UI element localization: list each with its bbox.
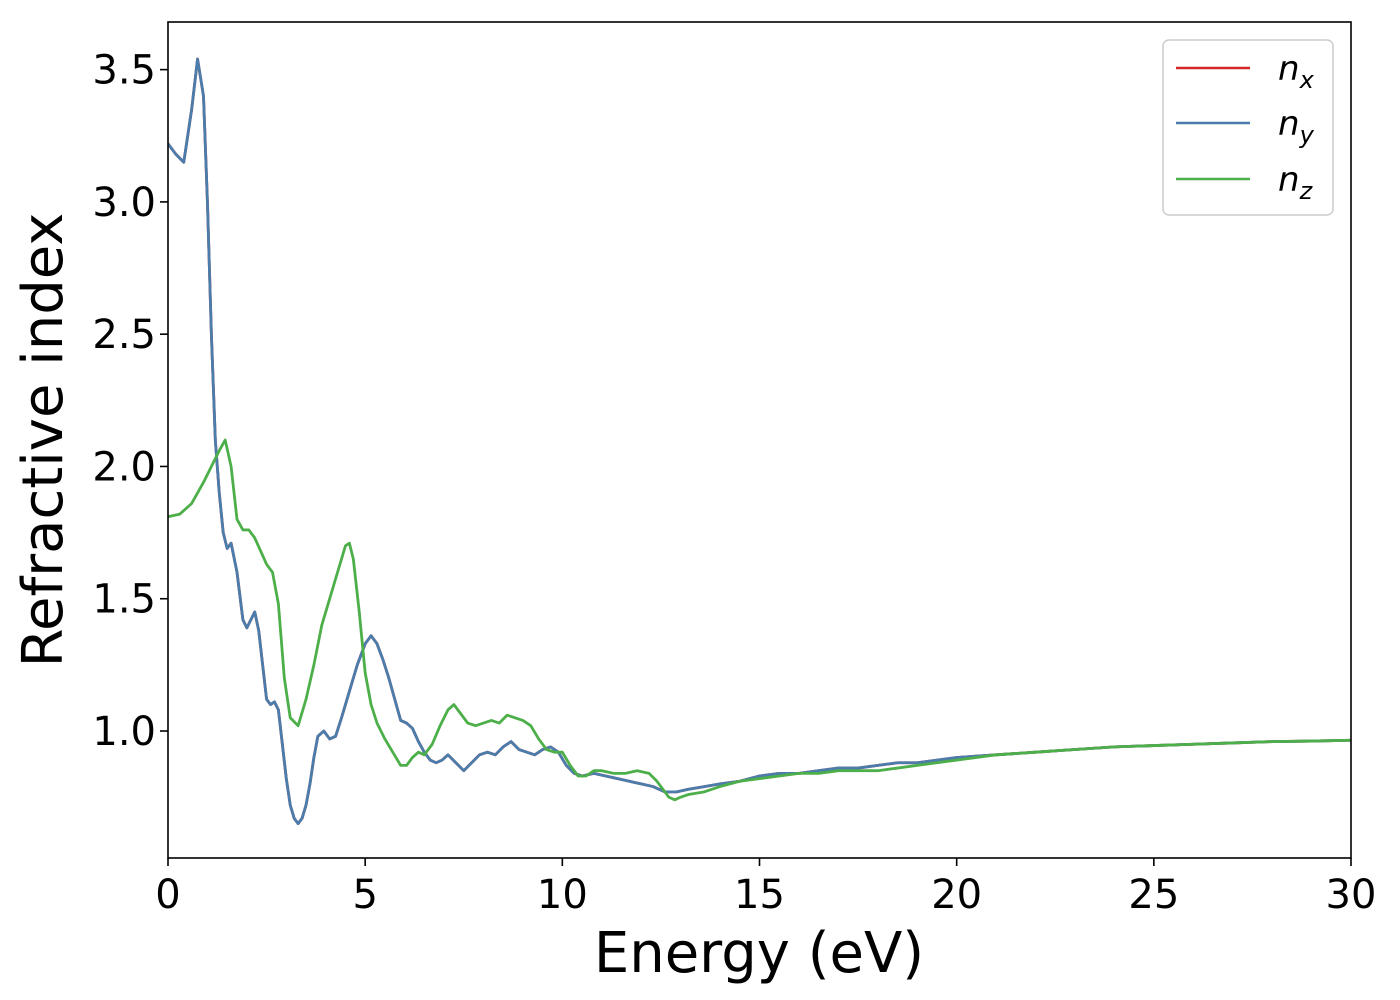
y-tick-label: 1.0 — [92, 709, 156, 755]
legend-label-nx-base: n — [1278, 49, 1300, 89]
x-tick-label: 5 — [352, 872, 377, 918]
legend-label-nx: nx — [1278, 49, 1315, 94]
x-tick-label: 25 — [1128, 872, 1179, 918]
y-axis-label: Refractive index — [11, 213, 76, 668]
y-axis-ticks: 1.0 1.5 2.0 2.5 3.0 3.5 — [92, 48, 168, 755]
series-line-ny — [168, 57, 1351, 826]
legend: nx ny nz — [1162, 39, 1334, 216]
x-axis-label: Energy (eV) — [594, 921, 924, 986]
y-tick-label: 1.5 — [92, 577, 156, 623]
x-axis-ticks: 0 5 10 15 20 25 30 — [155, 858, 1376, 918]
legend-label-nz-subscript: z — [1299, 177, 1314, 205]
y-tick-label: 3.0 — [92, 180, 156, 226]
legend-label-ny-base: n — [1278, 104, 1300, 144]
x-tick-label: 30 — [1326, 872, 1377, 918]
series-line-nz — [168, 438, 1351, 802]
legend-label-ny: ny — [1278, 104, 1315, 149]
x-tick-label: 15 — [734, 872, 785, 918]
y-tick-label: 2.5 — [92, 312, 156, 358]
legend-label-nz-base: n — [1278, 160, 1300, 200]
legend-label-nz: nz — [1278, 160, 1314, 205]
legend-label-ny-subscript: y — [1299, 121, 1315, 149]
y-tick-label: 2.0 — [92, 444, 156, 490]
legend-frame — [1162, 39, 1334, 216]
y-tick-label: 3.5 — [92, 48, 156, 94]
x-tick-label: 10 — [537, 872, 588, 918]
x-tick-label: 20 — [931, 872, 982, 918]
series-layer — [168, 57, 1351, 826]
legend-label-nx-subscript: x — [1299, 66, 1315, 94]
x-tick-label: 0 — [155, 872, 180, 918]
